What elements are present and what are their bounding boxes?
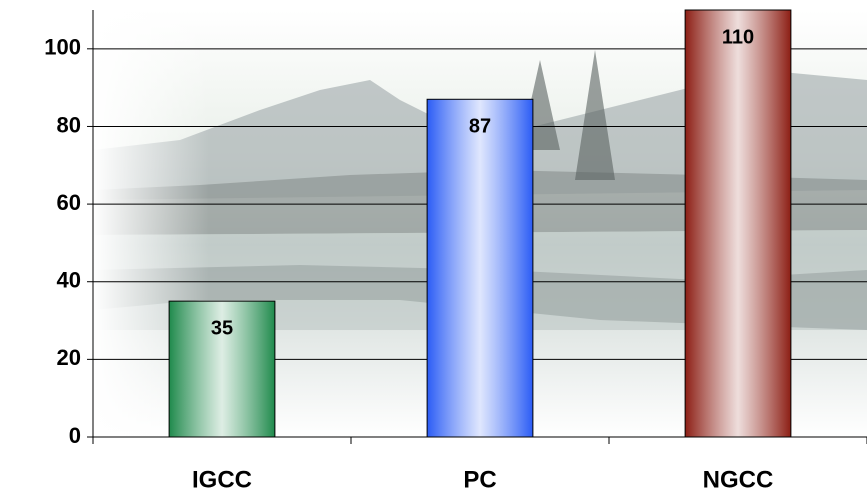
x-tick-label: PC — [463, 466, 496, 493]
bar — [426, 98, 534, 438]
value-label: 35 — [211, 317, 233, 339]
value-label: 87 — [469, 116, 491, 138]
y-tick-label: 0 — [69, 423, 81, 448]
bars: 35 87 110 — [168, 9, 792, 438]
y-tick-label: 100 — [44, 35, 81, 60]
y-tick-label: 40 — [57, 268, 81, 293]
y-tick-label: 80 — [57, 112, 81, 137]
x-tick-label: IGCC — [192, 466, 252, 493]
bar — [168, 300, 276, 438]
value-label: 110 — [722, 26, 754, 48]
y-tick-label: 60 — [57, 190, 81, 215]
y-tick-label: 20 — [57, 345, 81, 370]
x-tick-label: NGCC — [703, 466, 774, 493]
bar — [684, 9, 792, 438]
